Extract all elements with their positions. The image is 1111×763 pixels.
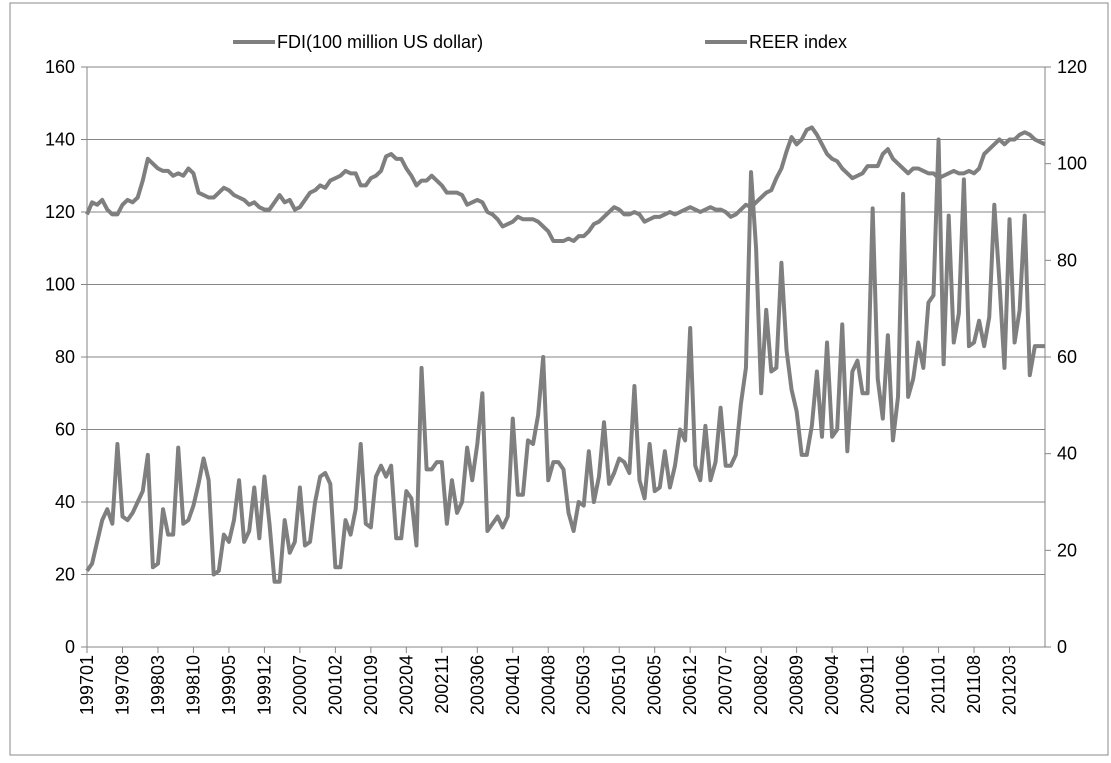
y-tick-label: 140 [45,130,75,150]
x-tick-label: 200007 [290,655,310,715]
y2-tick-label: 40 [1057,444,1077,464]
y2-tick-label: 120 [1057,57,1087,77]
x-tick-label: 199810 [183,655,203,715]
legend-label: FDI(100 million US dollar) [277,32,483,52]
y2-tick-label: 60 [1057,347,1077,367]
x-tick-label: 200605 [645,655,665,715]
x-tick-label: 200510 [609,655,629,715]
x-tick-label: 201108 [964,655,984,714]
x-tick-label: 199912 [254,655,274,715]
y-tick-label: 80 [55,347,75,367]
x-tick-label: 200904 [822,655,842,715]
x-tick-label: 199803 [148,655,168,715]
x-tick-label: 200204 [396,655,416,715]
x-tick-label: 200612 [680,655,700,715]
y2-tick-label: 20 [1057,540,1077,560]
series-line [85,137,1045,584]
x-tick-label: 200211 [432,655,452,714]
chart-border [9,2,1109,756]
x-tick-label: 201203 [1000,655,1020,715]
y-tick-label: 60 [55,420,75,440]
y-tick-label: 20 [55,565,75,585]
x-tick-label: 200109 [361,655,381,715]
x-tick-label: 200401 [503,655,523,715]
x-tick-label: 200102 [325,655,345,715]
x-tick-label: 200408 [538,655,558,715]
x-tick-label: 200503 [574,655,594,715]
x-tick-label: 200911 [858,655,878,714]
x-tick-label: 200707 [716,655,736,715]
x-tick-label: 201006 [893,655,913,715]
x-tick-label: 200809 [787,655,807,715]
series-line [85,125,1046,243]
y2-tick-label: 100 [1057,154,1087,174]
x-tick-label: 199905 [219,655,239,715]
y2-tick-label: 80 [1057,250,1077,270]
y2-tick-label: 0 [1057,637,1067,657]
x-tick-label: 200802 [751,655,771,715]
y-tick-label: 160 [45,57,75,77]
y-tick-label: 0 [65,637,75,657]
x-tick-label: 199708 [112,655,132,715]
y-tick-label: 120 [45,202,75,222]
y-tick-label: 40 [55,492,75,512]
x-tick-label: 200306 [467,655,487,715]
x-tick-label: 201101 [929,655,949,714]
x-tick-label: 199701 [77,655,97,715]
y-tick-label: 100 [45,275,75,295]
legend-label: REER index [749,32,847,52]
